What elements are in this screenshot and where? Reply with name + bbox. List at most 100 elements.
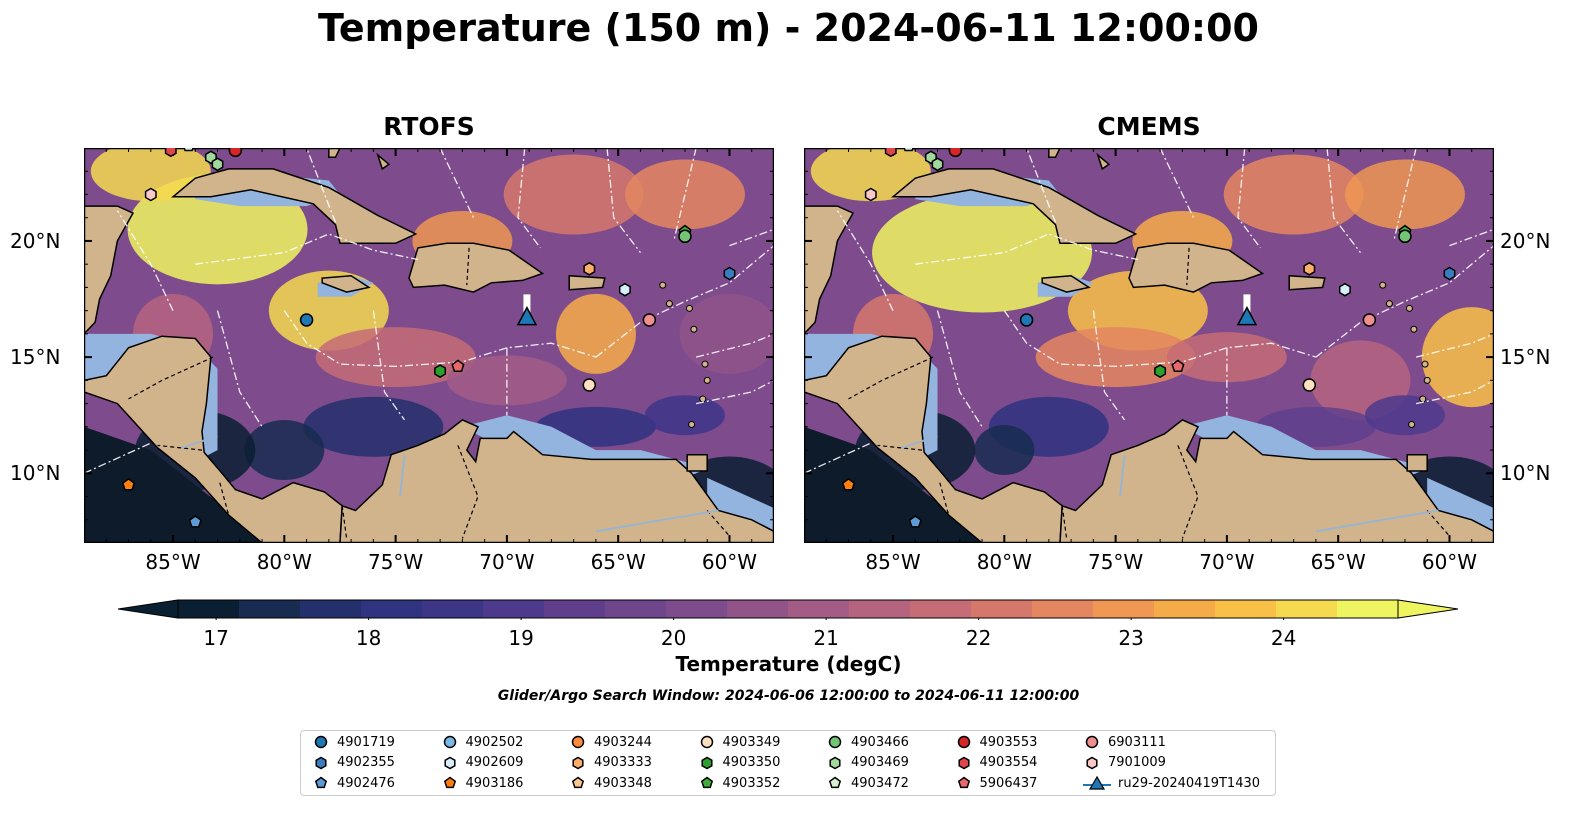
island: [699, 395, 707, 403]
float-marker-4901719: [1019, 313, 1034, 327]
eez-boundary: [1449, 228, 1494, 247]
glider-track: [523, 294, 531, 318]
legend-marker-hexagon: [829, 756, 841, 769]
land-border: [848, 356, 934, 400]
float-marker-4903349: [582, 378, 597, 392]
lon-tick-label: 65°W: [590, 550, 646, 574]
legend-item: 4903186: [440, 773, 523, 793]
lon-tick-label: 85°W: [145, 550, 201, 574]
legend-label: 4903554: [979, 755, 1038, 770]
temperature-field-patch: [644, 395, 725, 436]
legend-item: 4903472: [825, 773, 909, 793]
legend-label: 4902476: [337, 775, 395, 791]
map-frame: [84, 148, 774, 543]
temperature-field-patch: [90, 148, 211, 202]
eez-boundary: [372, 310, 406, 421]
land-border: [128, 356, 214, 400]
lon-tick-label: 75°W: [367, 550, 424, 574]
island: [1410, 325, 1418, 333]
colorbar-tick-label: 18: [355, 626, 382, 650]
eez-boundary: [195, 233, 419, 265]
float-marker-4903349: [1302, 378, 1317, 392]
land-polygon: [170, 168, 418, 245]
float-marker-4902355: [1443, 266, 1456, 281]
colorbar-segment: [849, 600, 911, 618]
land-polygon: [1041, 275, 1091, 293]
colorbar-tick-label: 17: [203, 626, 229, 650]
temperature-field-patch: [872, 192, 1093, 313]
temperature-field-patch: [1223, 154, 1364, 235]
temperature-field-patch: [1421, 307, 1494, 408]
colorbar-segment: [361, 600, 423, 618]
land-polygon: [568, 274, 606, 291]
colorbar-segment: [605, 600, 667, 618]
legend-item: 4902609: [440, 753, 524, 773]
search-window-text: Glider/Argo Search Window: 2024-06-06 12…: [497, 688, 1080, 704]
legend-label: 4902609: [465, 755, 524, 770]
temperature-field-patch: [303, 396, 444, 457]
temperature-field-patch: [1166, 332, 1287, 383]
eez-boundary: [804, 442, 872, 474]
lat-tick-label-right: 10°N: [1500, 461, 1551, 486]
legend-marker-pentagon: [314, 776, 328, 789]
legend-item: 4903554: [954, 753, 1038, 773]
panel-title-rtofs: RTOFS: [383, 112, 475, 141]
eez-boundary: [84, 442, 152, 474]
legend-marker-hexagon: [957, 756, 970, 769]
legend-item: 4903553: [954, 732, 1038, 752]
float-marker-4903186: [121, 477, 136, 491]
float-marker-4903554: [164, 148, 177, 158]
colorbar-segment: [1154, 600, 1216, 618]
river-line: [595, 509, 719, 533]
legend-label: 4901719: [337, 734, 395, 750]
island: [1405, 304, 1413, 312]
colorbar-segment: [1093, 600, 1155, 618]
island: [690, 325, 698, 333]
legend-marker-pentagon: [571, 776, 585, 789]
float-marker-4903469: [211, 157, 224, 172]
float-marker-4903350: [1154, 364, 1167, 378]
eez-boundary: [305, 148, 337, 223]
legend-marker-circle: [443, 735, 456, 749]
float-marker-6903111: [1362, 313, 1377, 327]
land-border: [466, 247, 470, 286]
colorbar-segment: [1276, 600, 1338, 618]
legend-label: 4903350: [722, 755, 781, 770]
colorbar-extend-max: [1397, 599, 1459, 619]
legend-item: 4902476: [311, 773, 395, 793]
legend-item: 4903352: [697, 773, 780, 793]
legend-marker-circle: [571, 735, 585, 749]
colorbar-segment: [666, 600, 728, 618]
land-border: [219, 482, 230, 516]
river-line: [1315, 509, 1439, 533]
glider-track: [1243, 294, 1251, 318]
float-marker-4902476: [188, 515, 202, 528]
glider-marker: [516, 306, 538, 326]
float-marker-4901719: [299, 313, 314, 327]
pacific-ocean: [804, 426, 1005, 543]
legend-label: 4902355: [337, 755, 395, 770]
island: [688, 421, 696, 428]
colorbar-tick-label: 23: [1118, 626, 1144, 650]
island: [701, 360, 709, 368]
land-border: [939, 482, 950, 516]
legend-item: 6903111: [1082, 732, 1166, 752]
float-marker-4902355: [723, 266, 736, 281]
float-marker-7901009: [864, 187, 877, 202]
colorbar-label: Temperature (degC): [675, 652, 902, 676]
lon-tick-label: 70°W: [1199, 550, 1255, 574]
float-marker-4903186: [841, 477, 856, 491]
colorbar-extend-min: [117, 599, 179, 619]
eez-boundary: [1415, 333, 1494, 358]
land-polygon: [1059, 419, 1494, 543]
land-polygon: [339, 419, 774, 543]
lon-tick-label: 65°W: [1310, 550, 1366, 574]
colorbar-segment: [910, 600, 972, 618]
island: [1408, 421, 1416, 428]
float-marker-4903472: [903, 148, 914, 152]
eez-boundary: [729, 228, 774, 247]
legend-label: 4903553: [979, 734, 1038, 750]
legend-marker-circle: [314, 735, 328, 749]
map-cmems: [804, 148, 1494, 543]
legend-label: ru29-20240419T1430: [1118, 775, 1261, 791]
